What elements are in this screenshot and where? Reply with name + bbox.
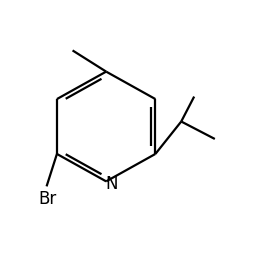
Text: N: N bbox=[106, 175, 118, 193]
Text: Br: Br bbox=[39, 189, 57, 207]
